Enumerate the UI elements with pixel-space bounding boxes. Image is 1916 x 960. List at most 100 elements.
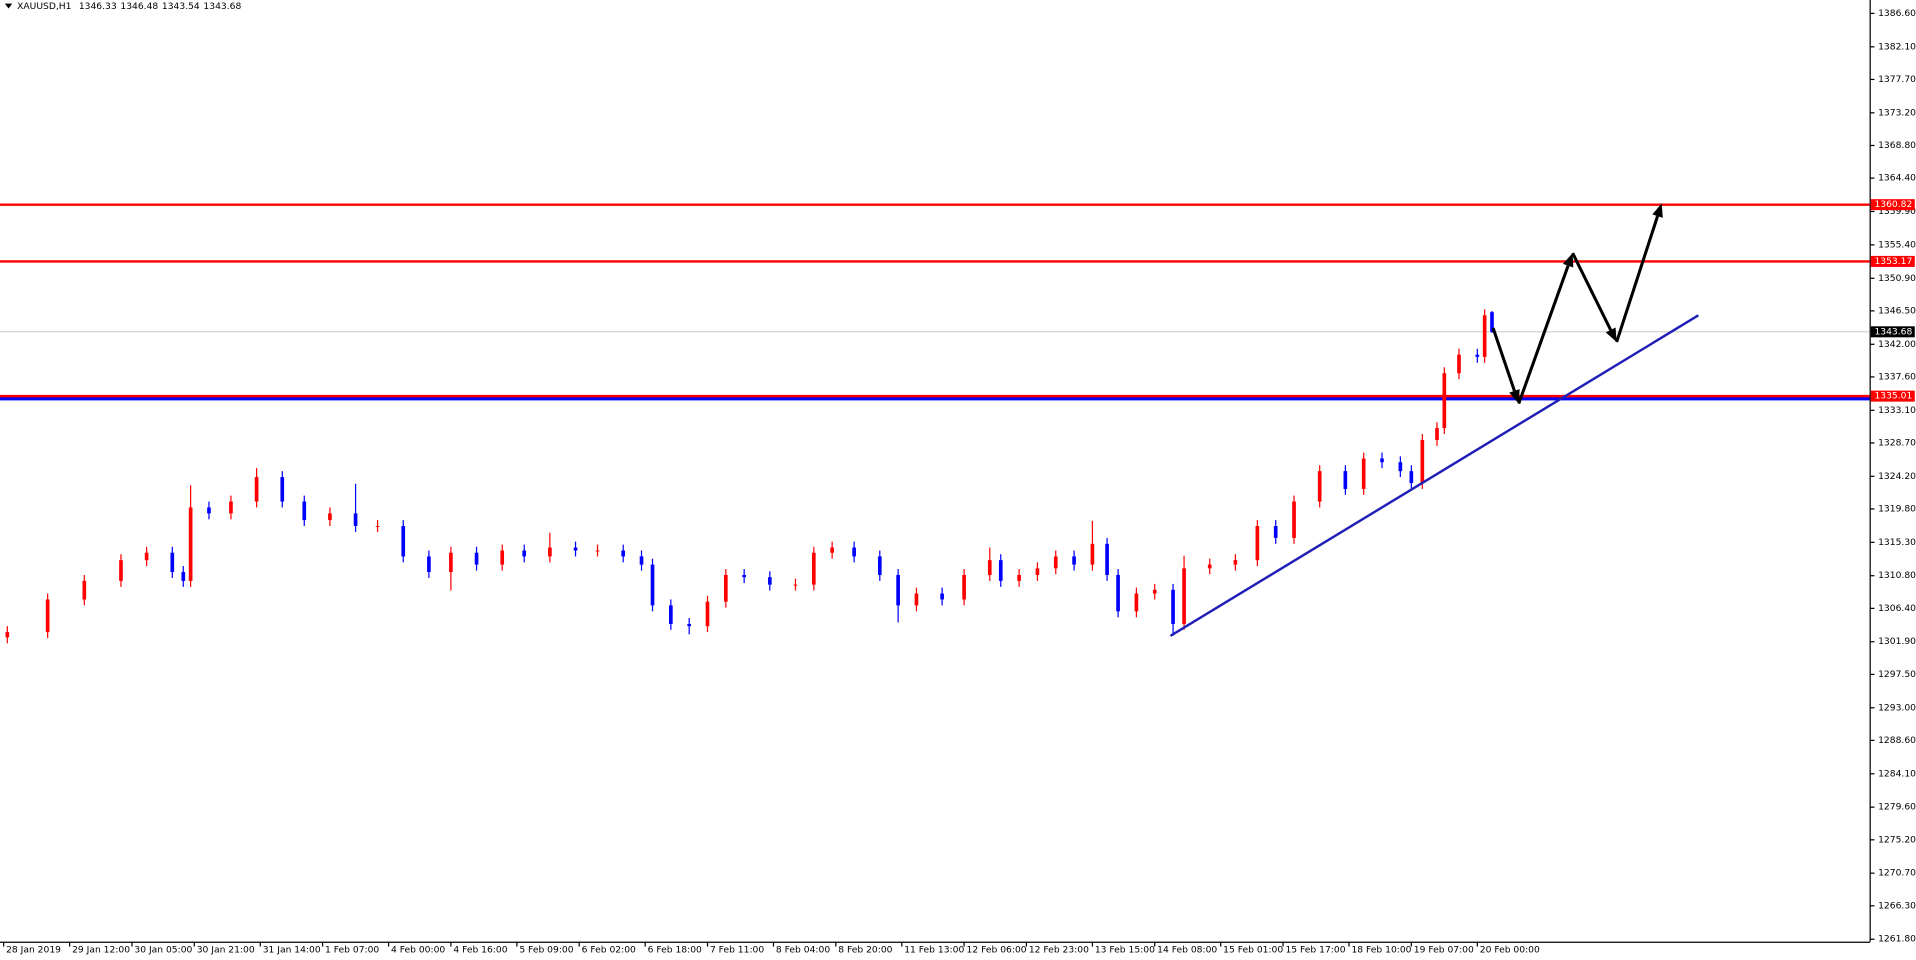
candle-body (1035, 568, 1040, 575)
x-tick-label: 12 Feb 23:00 (1029, 945, 1089, 956)
forecast-arrowhead (1509, 389, 1520, 404)
candle-body (793, 584, 798, 586)
forecast-arrowhead (1562, 253, 1574, 268)
y-tick-label: 1261.80 (1878, 934, 1916, 945)
y-tick-label: 1386.60 (1878, 8, 1916, 19)
candle-body (401, 526, 406, 557)
x-tick-label: 5 Feb 09:00 (519, 945, 573, 956)
candle-body (1380, 458, 1384, 463)
forecast-arrowhead (1605, 327, 1617, 343)
level-label-box (1870, 390, 1915, 402)
menu-arrow[interactable] (4, 3, 13, 9)
x-tick-label: 30 Jan 05:00 (134, 945, 192, 956)
candle-body (522, 550, 527, 557)
candle-body (375, 526, 380, 527)
y-tick-label: 1301.90 (1878, 636, 1916, 647)
candle-body (45, 599, 50, 633)
y-tick-label: 1373.20 (1878, 107, 1916, 118)
candle-body (1361, 458, 1366, 489)
current-price-label: 1343.68 (1874, 326, 1912, 337)
level-label-box (1870, 255, 1915, 267)
ohlc-value: 1343.68 (203, 1, 241, 12)
candle-body (767, 577, 772, 585)
x-tick-label: 6 Feb 02:00 (582, 945, 636, 956)
candle-body (302, 501, 307, 521)
candle-body (207, 507, 211, 514)
candle-body (1420, 439, 1425, 483)
x-tick-label: 4 Feb 16:00 (453, 945, 507, 956)
x-tick-label: 29 Jan 12:00 (72, 945, 130, 956)
candle-body (119, 560, 123, 581)
ohlc-value: 1346.48 (120, 1, 158, 12)
x-tick-label: 14 Feb 08:00 (1157, 945, 1217, 956)
candle-body (1457, 354, 1461, 374)
candle-body (1409, 471, 1414, 483)
candle-body (962, 574, 966, 600)
candle-body (811, 552, 816, 585)
y-tick-label: 1328.70 (1878, 437, 1916, 448)
candle-body (1134, 593, 1139, 612)
candle-body (280, 477, 285, 502)
candle-body (1233, 560, 1238, 565)
x-tick-label: 19 Feb 07:00 (1414, 945, 1474, 956)
candle-body (1255, 526, 1260, 561)
candle-body (1017, 574, 1021, 581)
y-tick-label: 1310.80 (1878, 570, 1916, 581)
y-tick-label: 1293.00 (1878, 702, 1916, 713)
y-tick-label: 1284.10 (1878, 768, 1916, 779)
candle-body (1435, 428, 1439, 440)
candle-body (896, 574, 900, 606)
candle-body (669, 605, 673, 624)
x-tick-label: 20 Feb 00:00 (1480, 945, 1540, 956)
y-tick-label: 1382.10 (1878, 41, 1916, 52)
candle-body (254, 477, 259, 502)
current-price-label-box (1870, 326, 1915, 338)
candle-body (595, 550, 600, 552)
candle-body (229, 501, 233, 514)
candle-body (621, 550, 626, 557)
y-tick-label: 1346.50 (1878, 305, 1916, 316)
candle-body (1482, 315, 1487, 357)
candle-body (328, 513, 332, 521)
candle-body (1343, 471, 1348, 489)
candle-body (449, 552, 453, 573)
candle-body (852, 547, 856, 557)
candle-body (427, 556, 431, 573)
x-tick-label: 28 Jan 2019 (6, 945, 61, 956)
y-tick-label: 1324.20 (1878, 471, 1916, 482)
candle-body (1292, 501, 1296, 538)
candle-body (987, 560, 992, 575)
forecast-arrowhead (1652, 203, 1663, 218)
candle-body (188, 507, 193, 581)
y-tick-label: 1359.90 (1878, 206, 1916, 217)
forecast-arrow (1517, 265, 1570, 405)
ohlc-value: 1343.54 (162, 1, 200, 12)
candle-body (1105, 543, 1109, 575)
candle-body (1317, 471, 1322, 502)
x-tick-label: 15 Feb 01:00 (1223, 945, 1283, 956)
ohlc-value: 1346.33 (79, 1, 117, 12)
x-tick-label: 15 Feb 17:00 (1285, 945, 1345, 956)
candle-body (705, 601, 710, 627)
x-tick-label: 8 Feb 04:00 (776, 945, 830, 956)
candle-body (650, 564, 655, 606)
candle-body (353, 513, 358, 527)
candle-body (723, 574, 728, 602)
x-tick-label: 1 Feb 07:00 (325, 945, 379, 956)
forecast-arrow (1491, 327, 1516, 392)
y-tick-label: 1364.40 (1878, 173, 1916, 184)
x-tick-label: 12 Feb 06:00 (967, 945, 1027, 956)
candle-body (639, 556, 644, 565)
y-tick-label: 1368.80 (1878, 140, 1916, 151)
candle-body (144, 552, 149, 561)
support-band (0, 396, 1870, 401)
y-tick-label: 1288.60 (1878, 735, 1916, 746)
forecast-arrow (1571, 252, 1613, 331)
x-tick-label: 6 Feb 18:00 (648, 945, 702, 956)
candle-body (1207, 564, 1212, 569)
candle-body (1053, 556, 1058, 569)
y-tick-label: 1275.20 (1878, 834, 1916, 845)
candle-body (1072, 556, 1076, 565)
